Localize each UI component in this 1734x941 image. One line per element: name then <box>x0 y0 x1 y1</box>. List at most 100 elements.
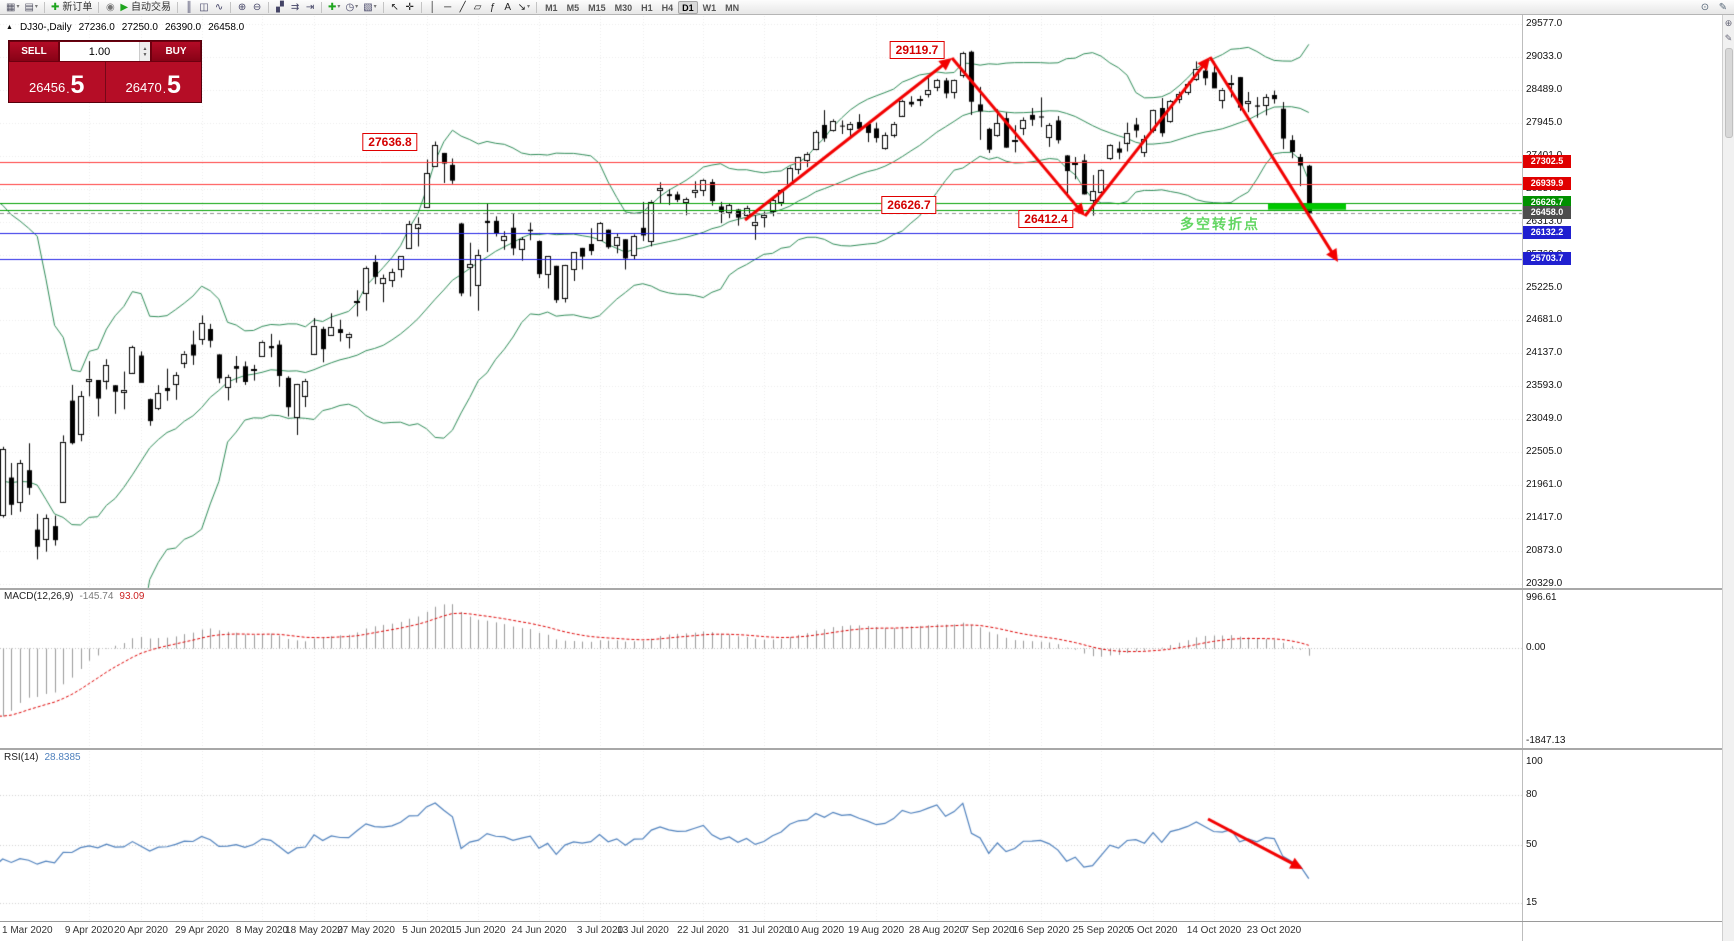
trendline-icon: ╱ <box>459 1 466 13</box>
equidistant-channel-icon[interactable]: ▱ <box>471 1 485 14</box>
new-chart-icon[interactable]: ▦ ▾ <box>4 1 21 14</box>
date-axis-label: 13 Jul 2020 <box>617 925 669 936</box>
line-chart-icon[interactable]: ∿ <box>212 1 226 14</box>
chart-shift-icon[interactable]: ⇥ <box>303 1 317 14</box>
arrows-icon[interactable]: ↘ ▾ <box>516 1 532 14</box>
expert-advisors-icon: ◉ <box>105 1 115 13</box>
timeframe-m30[interactable]: M30 <box>614 2 633 13</box>
price-annotation: 29119.7 <box>889 41 945 59</box>
timeframe-mn[interactable]: MN <box>725 2 740 13</box>
dropdown-caret-icon: ▾ <box>527 3 531 10</box>
date-axis-label: 16 Sep 2020 <box>1012 925 1070 936</box>
timeframe-m5[interactable]: M5 <box>566 2 580 13</box>
dropdown-caret-icon: ▾ <box>373 3 377 10</box>
timeframe-m15[interactable]: M15 <box>588 2 606 13</box>
trendline-icon[interactable]: ╱ <box>456 1 470 14</box>
new-order-icon: ✚ <box>50 1 60 13</box>
profiles-icon: ▤ <box>24 1 34 13</box>
symbol-period: DJ30-,Daily <box>19 22 72 33</box>
rsi-axis-label: 50 <box>1526 838 1538 850</box>
rsi-value: 28.8385 <box>44 752 81 763</box>
toolbar-separator <box>321 1 323 13</box>
bar-chart-icon[interactable]: ║ <box>182 1 196 14</box>
toolbar-separator <box>382 1 384 13</box>
price-axis-label: 24137.0 <box>1526 347 1563 359</box>
date-axis-label: 20 Apr 2020 <box>114 925 168 936</box>
zoom-in-icon[interactable]: ⊕ <box>235 1 249 14</box>
price-annotation: 27636.8 <box>362 133 418 151</box>
search-icon[interactable]: ⊙ <box>1700 1 1710 13</box>
horizontal-line-icon[interactable]: ─ <box>441 1 455 14</box>
vertical-line-icon[interactable]: │ <box>426 1 440 14</box>
timeframe-w1[interactable]: W1 <box>702 2 717 13</box>
volume-input[interactable] <box>60 42 139 61</box>
magnifier-icon[interactable]: ⊕ <box>1724 18 1733 28</box>
timeframe-h4[interactable]: H4 <box>661 2 674 13</box>
edit-icon[interactable]: ✎ <box>1718 1 1728 13</box>
date-axis-label: 5 Jun 2020 <box>402 925 452 936</box>
profiles-icon[interactable]: ▤ ▾ <box>22 1 39 14</box>
expert-advisors-icon[interactable]: ◉ <box>103 1 117 14</box>
auto-trading-icon[interactable]: ▶ 自动交易 <box>118 1 173 14</box>
crosshair-icon[interactable]: ✛ <box>403 1 417 14</box>
auto-trading-icon: ▶ <box>120 1 129 13</box>
bid-frac: 5 <box>70 71 85 99</box>
price-annotation: 26626.7 <box>881 196 937 214</box>
date-axis-label: 27 May 2020 <box>337 925 395 936</box>
macd-axis-label: 996.61 <box>1526 592 1557 603</box>
zoom-out-icon[interactable]: ⊖ <box>250 1 264 14</box>
date-axis-label: 19 Aug 2020 <box>847 925 905 936</box>
timeframe-h1[interactable]: H1 <box>641 2 653 13</box>
cursor-icon[interactable]: ↖ <box>388 1 402 14</box>
high-value: 27250.0 <box>121 22 158 33</box>
ask-price[interactable]: 26470. 5 <box>104 62 202 102</box>
date-axis-label: 10 Aug 2020 <box>787 925 845 936</box>
spinner-up-icon[interactable]: ▲ <box>142 45 148 52</box>
auto-scroll-icon[interactable]: ⇉ <box>288 1 302 14</box>
price-annotation: 26412.4 <box>1018 210 1074 228</box>
timeframe-d1[interactable]: D1 <box>678 0 698 14</box>
candlestick-icon[interactable]: ◫ <box>197 1 211 14</box>
date-axis-label: 14 Oct 2020 <box>1186 925 1242 936</box>
templates-icon[interactable]: ▧ ▾ <box>361 1 378 14</box>
tile-windows-icon[interactable]: ▞ <box>273 1 287 14</box>
scrollbar-thumb[interactable] <box>1724 48 1733 138</box>
date-axis-label: 31 Jul 2020 <box>738 925 790 936</box>
fibonacci-icon[interactable]: ƒ <box>486 1 500 14</box>
text-label-icon[interactable]: A <box>501 1 515 14</box>
toolbar-separator <box>177 1 179 13</box>
date-axis-label: 7 Sep 2020 <box>963 925 1015 936</box>
buy-button[interactable]: BUY <box>151 41 201 62</box>
pencil-icon[interactable]: ✎ <box>1724 33 1733 43</box>
periods-icon[interactable]: ◷ ▾ <box>343 1 360 14</box>
new-order-icon[interactable]: ✚ 新订单 <box>49 1 94 14</box>
indicators-icon[interactable]: ✚ ▾ <box>326 1 342 14</box>
macd-axis-label: 0.00 <box>1526 642 1546 653</box>
date-axis-label: 1 Mar 2020 <box>2 925 53 936</box>
ask-dot: . <box>162 82 167 96</box>
sell-button[interactable]: SELL <box>9 41 59 62</box>
panel-separator-rsi[interactable] <box>0 748 1722 750</box>
spinner-down-icon[interactable]: ▼ <box>142 51 148 58</box>
right-scrollbar[interactable]: ⊕ ✎ <box>1722 15 1734 941</box>
timeframe-m1[interactable]: M1 <box>545 2 558 13</box>
close-value: 26458.0 <box>208 22 245 33</box>
toolbar-right-group: ⊙ ✎ <box>1698 1 1730 14</box>
new-chart-icon: ▦ <box>6 1 16 13</box>
auto-scroll-icon: ⇉ <box>290 1 300 13</box>
ask-frac: 5 <box>167 71 181 99</box>
toolbar-separator <box>230 1 232 13</box>
price-axis-border <box>1522 15 1523 941</box>
bid-price[interactable]: 26456. 5 <box>9 62 105 102</box>
price-tag: 26132.2 <box>1523 225 1571 239</box>
panel-separator-macd[interactable] <box>0 588 1722 590</box>
rsi-axis-label: 80 <box>1526 789 1538 801</box>
price-axis-label: 23593.0 <box>1526 380 1563 392</box>
volume-spinner[interactable]: ▲ ▼ <box>139 42 150 61</box>
price-axis-label: 23049.0 <box>1526 413 1563 425</box>
collapse-icon[interactable]: ▲ <box>6 24 13 31</box>
indicators-icon: ✚ <box>328 1 337 13</box>
date-axis-label: 23 Oct 2020 <box>1246 925 1302 936</box>
chart-title: ▲ DJ30-,Daily 27236.0 27250.0 26390.0 26… <box>6 22 244 33</box>
